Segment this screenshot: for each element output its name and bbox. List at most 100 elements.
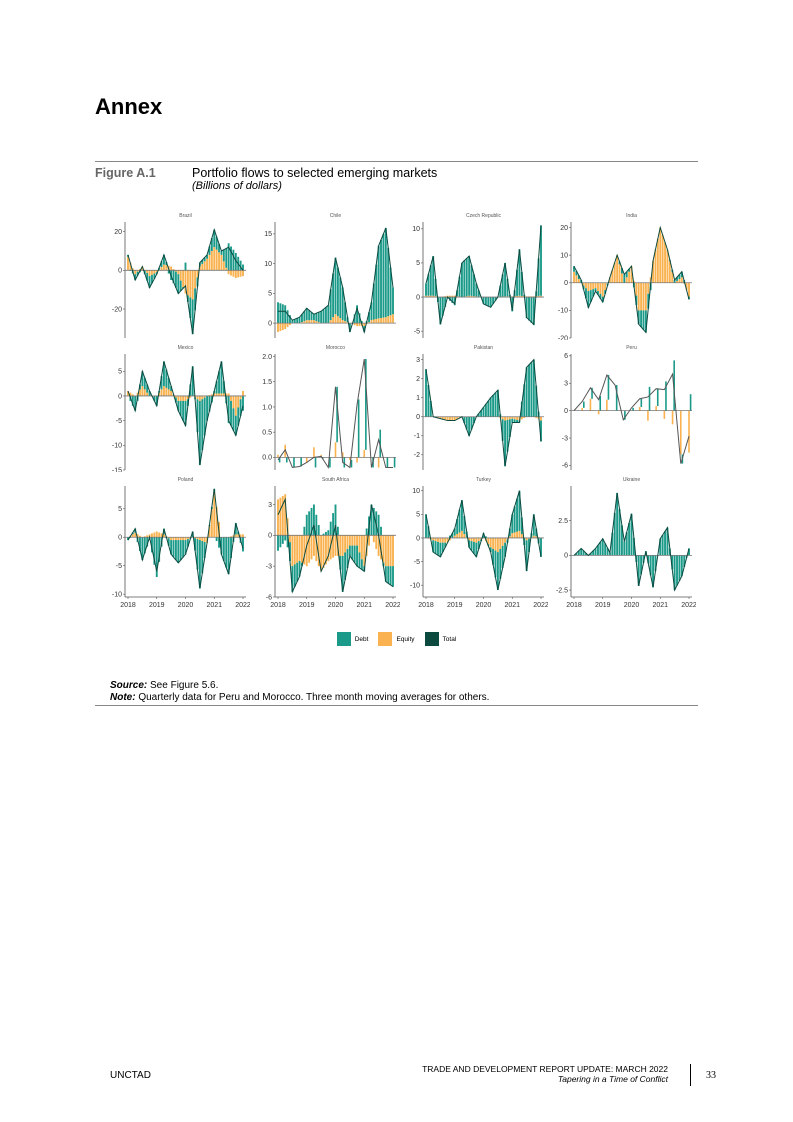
equity-bar: [203, 537, 206, 542]
equity-bar: [136, 534, 139, 538]
equity-bar: [179, 395, 182, 401]
equity-bar: [232, 395, 235, 409]
equity-bar: [155, 531, 158, 538]
equity-bar: [315, 535, 318, 562]
equity-bar: [242, 391, 244, 396]
equity-bar: [382, 535, 385, 563]
y-tick-label: 3: [564, 381, 568, 388]
debt-bar: [623, 541, 626, 556]
equity-bar: [170, 266, 173, 271]
debt-bar: [523, 384, 526, 417]
debt-bar: [477, 413, 480, 417]
y-tick-label: -10: [112, 443, 122, 450]
equity-bar: [310, 320, 313, 324]
debt-bar: [592, 289, 595, 297]
debt-bar: [460, 500, 463, 531]
equity-bar: [647, 282, 650, 294]
debt-bar: [380, 526, 382, 536]
equity-bar: [676, 280, 678, 283]
equity-bar: [198, 395, 201, 401]
y-tick-label: -10: [558, 308, 568, 315]
debt-bar: [206, 254, 209, 259]
equity-bar: [655, 406, 657, 411]
panel-pakistan: Pakistan 3 2 1 0 -1 -2: [398, 342, 548, 472]
debt-bar: [182, 400, 185, 421]
debt-bar: [225, 537, 228, 568]
equity-bar: [191, 270, 194, 300]
debt-bar: [463, 416, 466, 424]
debt-bar: [344, 552, 347, 580]
equity-bar: [606, 282, 609, 284]
equity-bar: [177, 395, 180, 401]
debt-bar: [198, 540, 201, 589]
debt-bar: [577, 275, 580, 280]
equity-bar: [637, 282, 640, 311]
debt-bar: [291, 566, 294, 592]
equity-bar: [227, 270, 230, 275]
debt-bar: [136, 271, 139, 276]
equity-bar: [356, 323, 359, 327]
equity-bar: [289, 535, 291, 543]
debt-bar: [456, 519, 459, 535]
equity-bar: [322, 535, 325, 568]
debt-bar: [427, 385, 430, 417]
panel-title: Mexico: [178, 345, 194, 351]
equity-bar: [508, 416, 511, 420]
debt-bar: [357, 399, 360, 458]
equity-bar: [363, 323, 366, 327]
debt-bar: [191, 299, 194, 335]
debt-bar: [179, 400, 182, 416]
debt-bar: [441, 297, 444, 316]
debt-bar: [477, 541, 480, 549]
debt-bar: [194, 538, 197, 551]
debt-bar: [689, 394, 692, 411]
chart-svg: Peru 6 3 0 -3 -6: [562, 345, 692, 470]
debt-bar: [535, 385, 538, 417]
equity-bar: [654, 249, 657, 283]
y-tick-label: 0: [118, 535, 122, 542]
debt-bar: [324, 307, 327, 324]
equity-bar: [432, 295, 435, 298]
equity-bar: [232, 270, 235, 277]
debt-bar: [208, 246, 211, 255]
debt-bar: [477, 290, 480, 297]
debt-bar: [281, 535, 284, 544]
x-tick-label: 2019: [595, 602, 611, 609]
equity-bar: [432, 537, 435, 541]
debt-bar: [585, 288, 587, 299]
equity-bar: [668, 260, 671, 283]
equity-bar: [465, 296, 468, 298]
debt-bar: [475, 283, 478, 297]
x-tick-label: 2018: [418, 602, 434, 609]
section-heading: Annex: [95, 94, 163, 119]
debt-bar: [230, 537, 232, 559]
equity-bar: [444, 296, 447, 298]
debt-bar: [475, 542, 478, 557]
debt-bar: [463, 515, 466, 535]
debt-bar: [336, 526, 339, 536]
equity-bar: [158, 392, 161, 396]
debt-bar: [322, 309, 325, 324]
debt-bar: [484, 297, 487, 306]
equity-bar: [174, 395, 177, 398]
y-tick-label: 5: [416, 260, 420, 267]
equity-bar: [303, 321, 306, 324]
equity-bar: [384, 535, 387, 567]
y-tick-label: 2.0: [262, 354, 272, 361]
debt-bar: [429, 400, 432, 417]
equity-bar: [237, 534, 240, 538]
equity-bar: [535, 416, 538, 419]
legend-label: Total: [442, 635, 457, 643]
total-line: [127, 488, 244, 589]
debt-bar: [177, 274, 180, 294]
equity-bar: [468, 295, 471, 298]
equity-bar: [339, 318, 342, 324]
equity-bar: [635, 282, 638, 296]
y-tick-label: -5: [414, 559, 420, 566]
debt-bar: [174, 397, 177, 403]
debt-bar: [389, 267, 392, 316]
debt-bar: [375, 264, 378, 319]
equity-bar: [506, 416, 509, 420]
equity-bar: [136, 270, 139, 272]
